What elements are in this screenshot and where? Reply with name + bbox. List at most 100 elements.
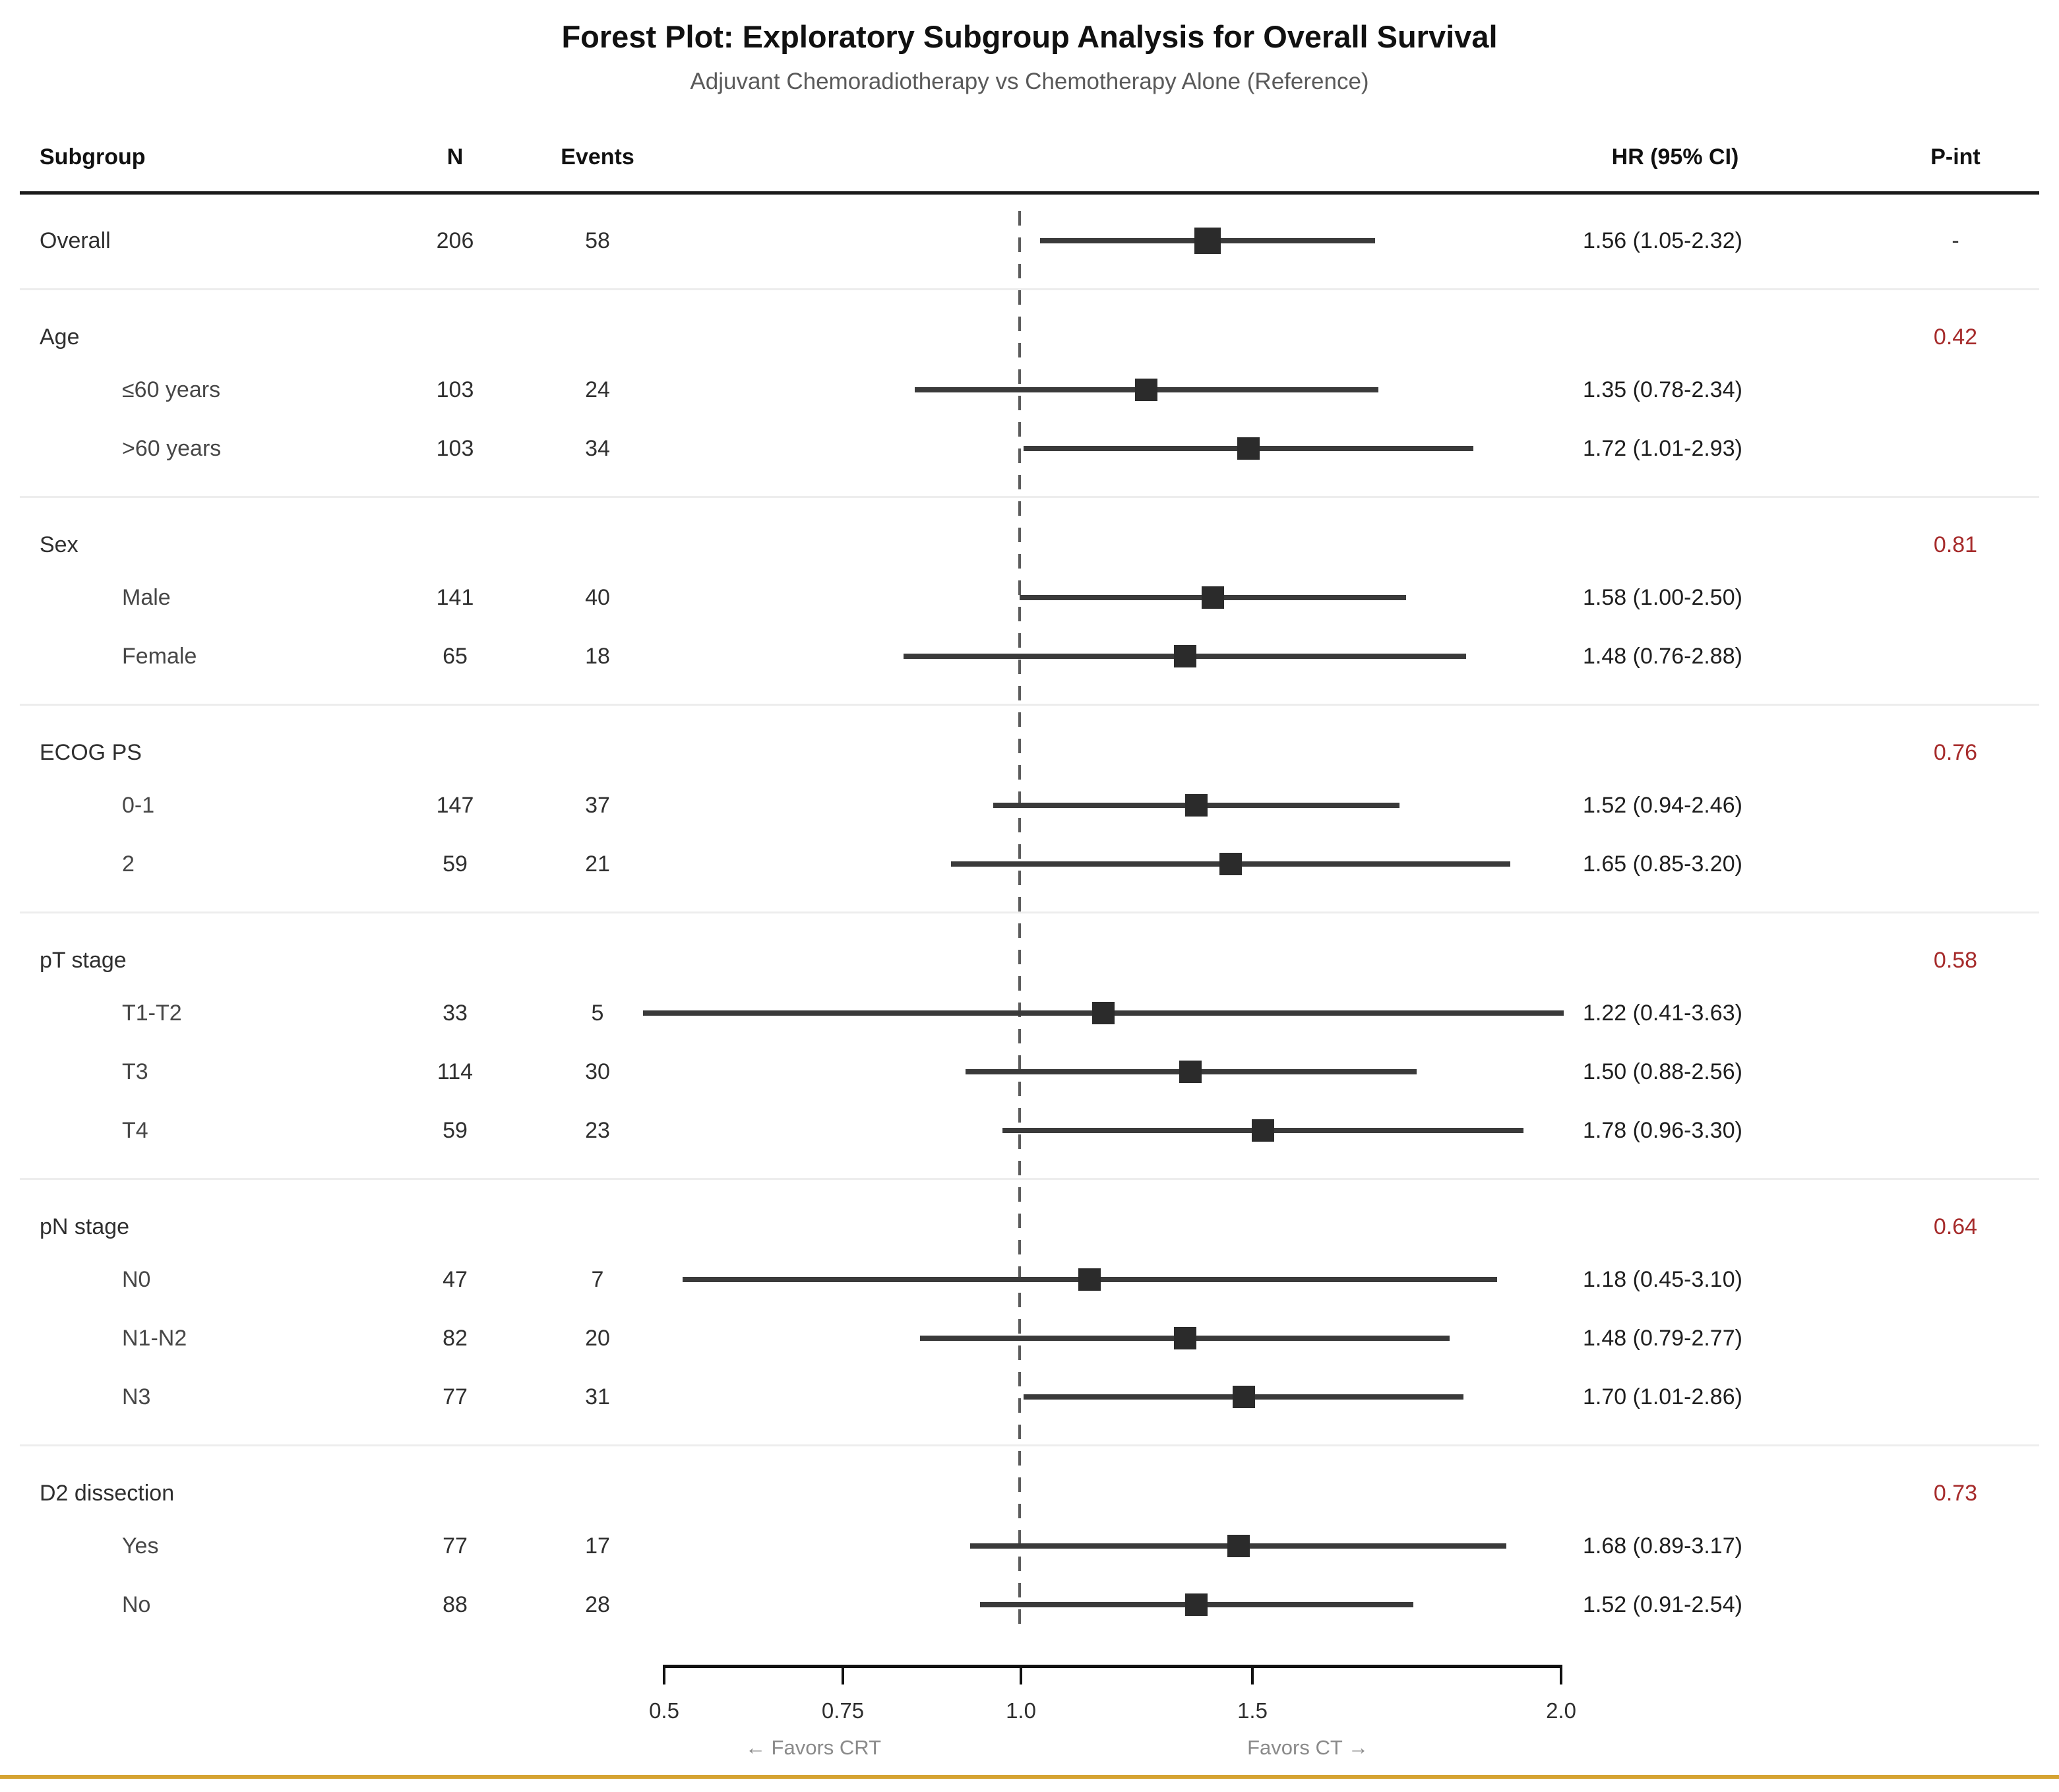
row-label: Yes — [122, 1533, 159, 1559]
hr-marker — [1219, 853, 1243, 875]
row-events: 5 — [591, 1001, 604, 1026]
row-label: N1-N2 — [122, 1326, 187, 1351]
axis-tick-label: 0.5 — [649, 1698, 679, 1723]
row-label: ≤60 years — [122, 377, 221, 402]
row-label: T4 — [122, 1118, 148, 1143]
hr-text: 1.78 (0.96-3.30) — [1583, 1118, 1742, 1143]
row-label: 0-1 — [122, 793, 155, 818]
axis-tick — [1560, 1665, 1562, 1684]
hr-marker — [1201, 586, 1224, 609]
hr-marker — [1179, 1061, 1202, 1083]
row-label: T3 — [122, 1059, 148, 1084]
hr-text: 1.72 (1.01-2.93) — [1583, 436, 1742, 461]
favors-right-label: Favors CT → — [1247, 1736, 1368, 1759]
row-events: 28 — [585, 1592, 610, 1617]
row-n: 47 — [443, 1267, 468, 1292]
axis-tick — [1251, 1665, 1254, 1684]
pint-value: 0.42 — [1933, 324, 1978, 350]
pint-value: 0.81 — [1933, 532, 1978, 557]
reference-line — [1018, 211, 1021, 1626]
hr-marker — [1092, 1002, 1115, 1024]
row-n: 59 — [443, 851, 468, 877]
row-label: pN stage — [40, 1214, 130, 1239]
bottom-gold-rule — [0, 1775, 2059, 1779]
row-events: 58 — [585, 228, 610, 253]
hr-text: 1.52 (0.91-2.54) — [1583, 1592, 1742, 1617]
hr-text: 1.35 (0.78-2.34) — [1583, 377, 1742, 402]
row-label: ECOG PS — [40, 740, 142, 765]
hr-marker — [1184, 794, 1208, 817]
row-events: 40 — [585, 585, 610, 610]
hr-marker — [1135, 379, 1158, 401]
page-title: Forest Plot: Exploratory Subgroup Analys… — [561, 19, 1498, 54]
hr-marker — [1237, 437, 1260, 460]
section-separator — [20, 704, 2039, 706]
pint-value: 0.64 — [1933, 1214, 1978, 1239]
row-label: Sex — [40, 532, 78, 557]
hr-marker — [1232, 1386, 1255, 1408]
axis-tick-label: 0.75 — [821, 1698, 865, 1723]
row-n: 82 — [443, 1326, 468, 1351]
section-separator — [20, 1444, 2039, 1446]
row-label: Overall — [40, 228, 111, 253]
section-separator — [20, 1178, 2039, 1180]
col-header-pint: P-int — [1930, 144, 1981, 170]
axis-tick-label: 2.0 — [1546, 1698, 1576, 1723]
axis-tick — [1020, 1665, 1022, 1684]
row-n: 33 — [443, 1001, 468, 1026]
row-n: 65 — [443, 644, 468, 669]
hr-marker — [1184, 1593, 1208, 1616]
hr-text: 1.48 (0.79-2.77) — [1583, 1326, 1742, 1351]
row-events: 21 — [585, 851, 610, 877]
hr-text: 1.48 (0.76-2.88) — [1583, 644, 1742, 669]
row-n: 88 — [443, 1592, 468, 1617]
pint-value: 0.73 — [1933, 1481, 1978, 1506]
row-events: 7 — [591, 1267, 604, 1292]
row-n: 77 — [443, 1384, 468, 1409]
page-subtitle: Adjuvant Chemoradiotherapy vs Chemothera… — [690, 69, 1369, 94]
row-n: 114 — [437, 1059, 474, 1084]
section-separator — [20, 496, 2039, 498]
hr-text: 1.52 (0.94-2.46) — [1583, 793, 1742, 818]
row-events: 20 — [585, 1326, 610, 1351]
row-n: 103 — [436, 436, 474, 461]
hr-text: 1.18 (0.45-3.10) — [1583, 1267, 1742, 1292]
hr-text: 1.22 (0.41-3.63) — [1583, 1001, 1742, 1026]
col-header-n: N — [446, 144, 464, 170]
hr-marker — [1227, 1535, 1250, 1557]
row-n: 77 — [443, 1533, 468, 1559]
row-label: Male — [122, 585, 171, 610]
hr-text: 1.58 (1.00-2.50) — [1583, 585, 1742, 610]
axis-tick — [842, 1665, 844, 1684]
row-events: 17 — [585, 1533, 610, 1559]
hr-marker — [1252, 1119, 1275, 1142]
row-n: 206 — [436, 228, 474, 253]
row-events: 23 — [585, 1118, 610, 1143]
row-events: 18 — [585, 644, 610, 669]
row-n: 141 — [436, 585, 474, 610]
row-n: 147 — [436, 793, 474, 818]
row-events: 30 — [585, 1059, 610, 1084]
hr-marker — [1078, 1268, 1101, 1291]
row-label: 2 — [122, 851, 135, 877]
row-events: 31 — [585, 1384, 610, 1409]
row-label: D2 dissection — [40, 1481, 175, 1506]
pint-value: 0.76 — [1933, 740, 1978, 765]
row-label: N3 — [122, 1384, 151, 1409]
pint-value: 0.58 — [1933, 948, 1978, 973]
hr-text: 1.65 (0.85-3.20) — [1583, 851, 1742, 877]
row-label: No — [122, 1592, 151, 1617]
axis-tick-label: 1.5 — [1237, 1698, 1268, 1723]
pint-value: - — [1951, 228, 1959, 253]
col-header-hr: HR (95% CI) — [1611, 144, 1739, 170]
row-events: 37 — [585, 793, 610, 818]
row-label: >60 years — [122, 436, 222, 461]
hr-text: 1.56 (1.05-2.32) — [1583, 228, 1742, 253]
x-axis-line — [664, 1665, 1561, 1668]
hr-marker — [1194, 228, 1221, 254]
hr-marker — [1173, 645, 1196, 667]
row-label: T1-T2 — [122, 1001, 182, 1026]
axis-tick — [663, 1665, 665, 1684]
axis-tick-label: 1.0 — [1006, 1698, 1036, 1723]
